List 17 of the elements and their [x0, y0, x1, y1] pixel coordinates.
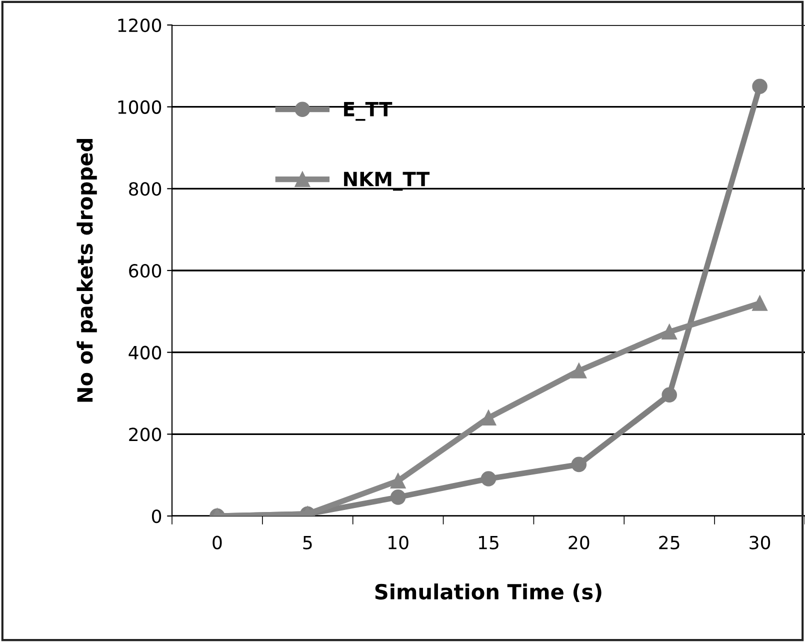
x-tick-label: 25: [659, 536, 680, 550]
y-tick-label: 1200: [118, 18, 162, 32]
y-tick-label: 600: [129, 264, 162, 278]
x-tick-label: 5: [303, 536, 312, 550]
x-tick-label: 30: [750, 536, 770, 550]
x-tick-label: 0: [212, 536, 222, 550]
x-tick-label: 10: [388, 536, 408, 550]
y-tick-label: 400: [128, 346, 162, 360]
y-tick-label: 200: [129, 428, 162, 442]
x-tick-label: 20: [568, 536, 590, 550]
y-axis-title: No of packets dropped: [76, 139, 97, 402]
y-tick-label: 800: [129, 182, 162, 196]
x-tick-label: 15: [478, 536, 498, 550]
y-tick-label: 1000: [118, 100, 162, 114]
x-axis-title: Simulation Time (s): [375, 583, 602, 602]
legend-label: NKM_TT: [344, 172, 430, 191]
y-tick-label: 0: [152, 509, 162, 524]
